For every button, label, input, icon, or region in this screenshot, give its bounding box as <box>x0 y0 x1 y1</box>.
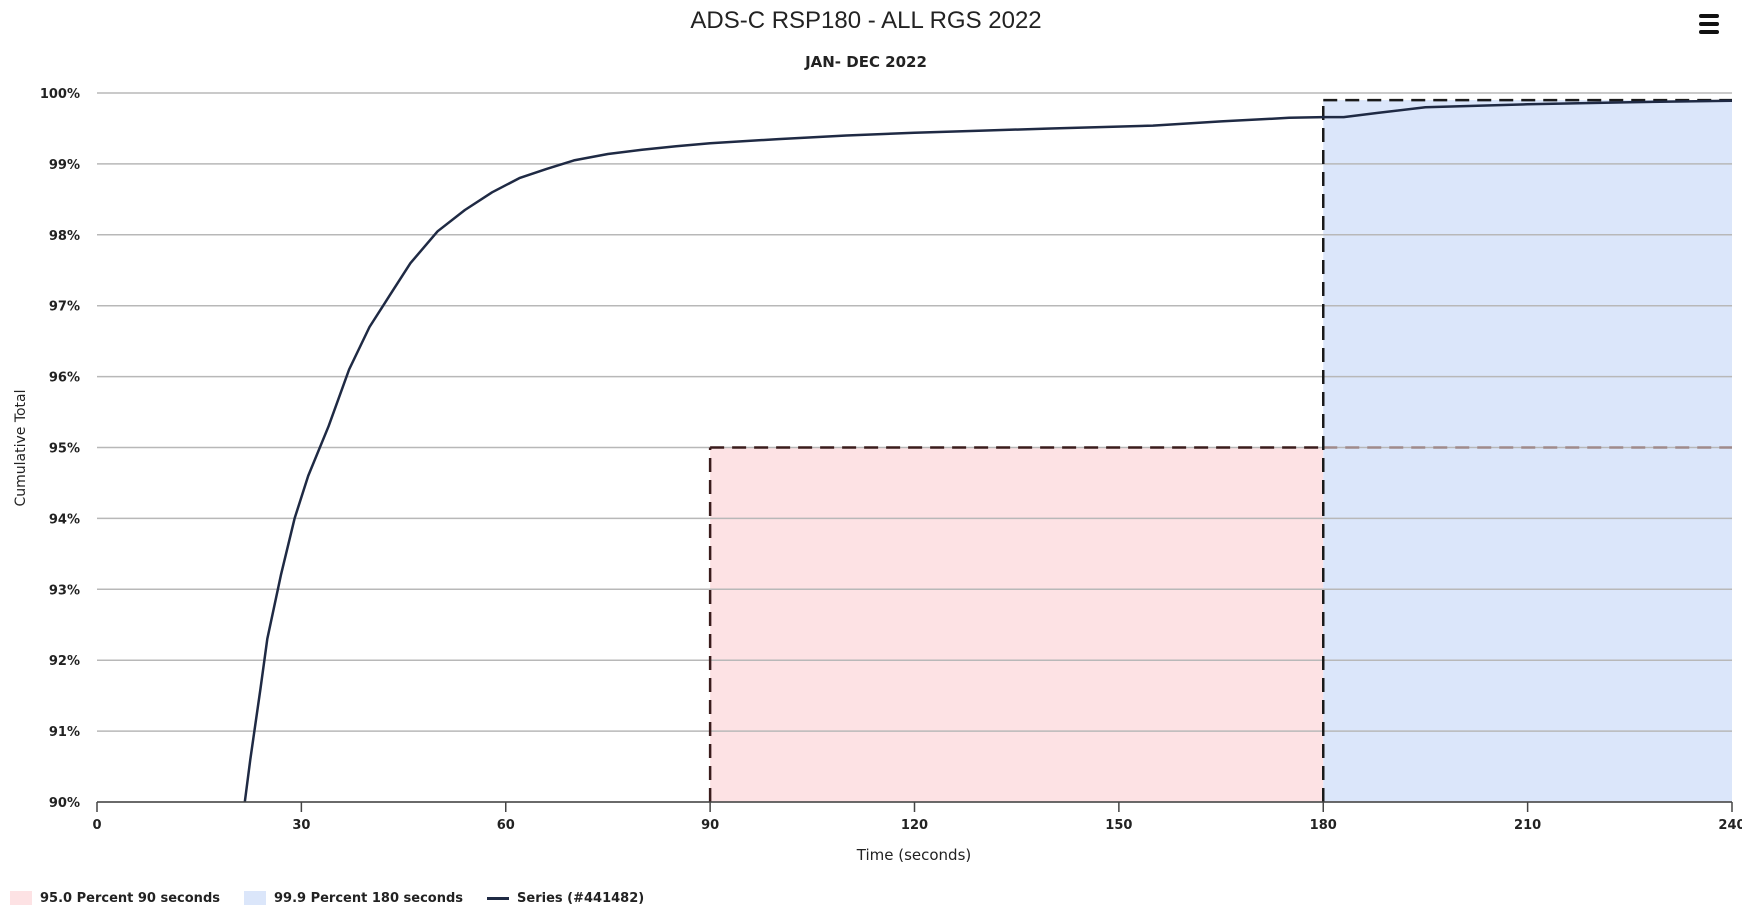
x-tick-label: 30 <box>292 818 310 833</box>
x-tick-label: 240 <box>1718 818 1742 833</box>
x-tick-label: 180 <box>1310 818 1337 833</box>
menu-bar-icon <box>1699 22 1719 26</box>
y-axis-label: Cumulative Total <box>13 389 29 506</box>
legend-swatch <box>243 891 266 905</box>
y-tick-label: 90% <box>49 796 80 811</box>
series-line-0 <box>243 99 1733 803</box>
y-tick-label: 98% <box>49 229 80 244</box>
chart-title: ADS-C RSP180 - ALL RGS 2022 <box>690 7 1041 34</box>
y-tick-label: 93% <box>49 583 80 598</box>
x-tick-label: 150 <box>1105 818 1132 833</box>
y-tick-label: 92% <box>49 654 80 669</box>
legend-item-band-90[interactable]: 95.0 Percent 90 seconds <box>10 891 220 906</box>
y-tick-label: 99% <box>49 158 80 173</box>
reference-lines <box>708 98 1732 802</box>
x-tick-label: 120 <box>901 818 928 833</box>
axes: 90% 91% 92% 93% 94% 95% 96% 97% 98% 99% 100% 0 30 60 9… <box>40 87 1742 833</box>
x-tick-label: 210 <box>1514 818 1541 833</box>
legend: 95.0 Percent 90 seconds 99.9 Percent 180… <box>10 888 668 908</box>
legend-line-swatch <box>487 896 510 900</box>
y-tick-label: 95% <box>49 442 80 457</box>
x-tick-label: 60 <box>497 818 515 833</box>
y-tick-label: 91% <box>49 725 80 740</box>
chart-subtitle: JAN- DEC 2022 <box>804 53 927 71</box>
legend-item-band-180[interactable]: 99.9 Percent 180 seconds <box>243 890 464 906</box>
legend-swatch <box>10 891 32 905</box>
x-tick-label: 90 <box>701 818 719 833</box>
legend-item-series[interactable]: Series (#441482) <box>487 891 644 906</box>
chart-menu-button[interactable] <box>1694 10 1724 38</box>
legend-label: Series (#441482) <box>517 890 645 906</box>
y-tick-label: 94% <box>49 512 80 527</box>
band-0 <box>710 447 1324 802</box>
band-1 <box>1323 100 1732 803</box>
legend-label: 95.0 Percent 90 seconds <box>40 890 220 906</box>
y-tick-label: 96% <box>49 371 80 386</box>
y-tick-label: 97% <box>49 300 80 315</box>
menu-bar-icon <box>1699 14 1719 18</box>
x-axis-label: Time (seconds) <box>856 846 972 864</box>
x-tick-label: 0 <box>92 818 101 833</box>
y-tick-label: 100% <box>40 87 80 102</box>
legend-label: 99.9 Percent 180 seconds <box>273 890 464 906</box>
series-group <box>243 99 1733 803</box>
menu-bar-icon <box>1699 30 1719 34</box>
highlight-bands <box>710 100 1732 803</box>
